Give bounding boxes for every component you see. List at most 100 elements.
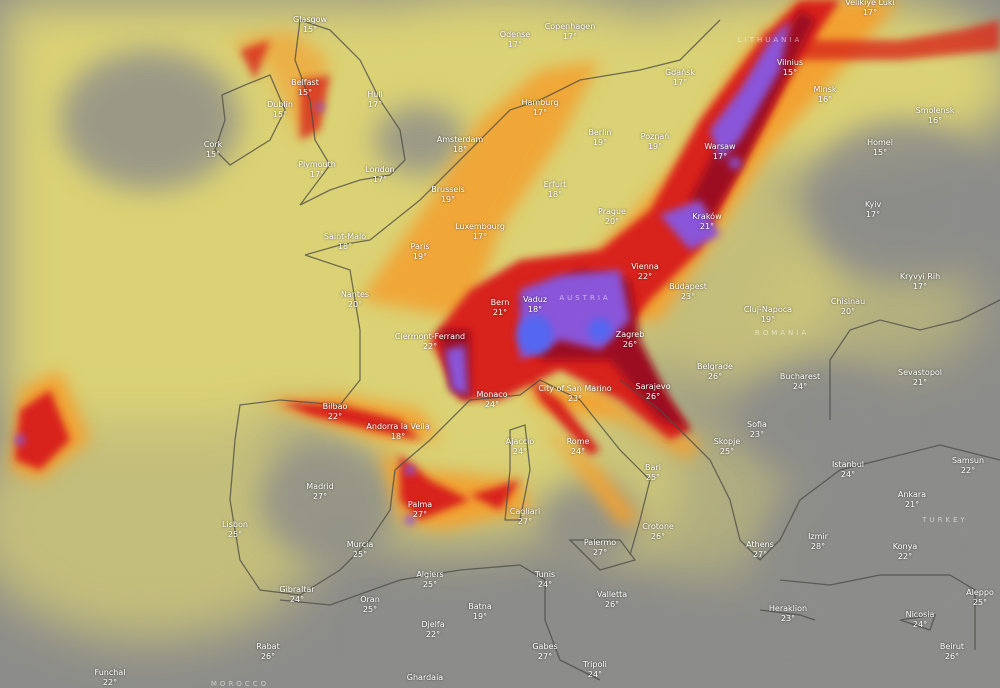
city-temperature: 20° [347, 300, 363, 309]
city-label[interactable]: Velikiye Luki 17° [845, 0, 895, 18]
city-label[interactable]: Monaco 24° [476, 390, 507, 410]
city-temperature: 22° [422, 342, 438, 351]
city-label[interactable]: Erfurt 18° [544, 180, 567, 200]
city-label[interactable]: Bucharest 24° [780, 372, 820, 392]
city-label[interactable]: Gdańsk 17° [665, 68, 695, 88]
city-name: Sofia [747, 420, 767, 429]
city-label[interactable]: Copenhagen 17° [545, 22, 596, 42]
city-label[interactable]: Konya 22° [893, 542, 917, 562]
city-label[interactable]: Istanbul 24° [832, 460, 864, 480]
city-label[interactable]: Belgrade 26° [697, 362, 733, 382]
city-label[interactable]: Brussels 19° [431, 185, 465, 205]
city-label[interactable]: Ghardaia [407, 673, 443, 683]
city-label[interactable]: Gabes 27° [532, 642, 557, 662]
city-temperature: 18° [390, 432, 406, 441]
city-name: Ankara [897, 490, 927, 499]
city-label[interactable]: Sevastopol 21° [898, 368, 942, 388]
city-label[interactable]: Batna 19° [468, 602, 492, 622]
city-label[interactable]: Saint-Malo 18° [324, 232, 366, 252]
city-label[interactable]: Dublin 15° [267, 100, 293, 120]
city-name: Murcia [346, 540, 374, 549]
city-label[interactable]: Valletta 26° [597, 590, 627, 610]
city-label[interactable]: Amsterdam 18° [437, 135, 483, 155]
city-label[interactable]: Lisbon 25° [222, 520, 248, 540]
city-label[interactable]: Nicosia 24° [906, 610, 935, 630]
city-label[interactable]: Tripoli 24° [583, 660, 607, 680]
city-label[interactable]: Vienna 22° [631, 262, 658, 282]
city-label[interactable]: Palermo 27° [584, 538, 616, 558]
city-label[interactable]: Kyiv 17° [865, 200, 881, 220]
city-temperature: 26° [260, 652, 276, 661]
city-label[interactable]: Murcia 25° [347, 540, 374, 560]
city-label[interactable]: Glasgow 15° [293, 15, 327, 35]
city-label[interactable]: Andorra la Vella 18° [366, 422, 429, 442]
city-label[interactable]: Kraków 21° [692, 212, 721, 232]
city-label[interactable]: City of San Marino 23° [538, 384, 611, 404]
city-name: Poznań [640, 132, 670, 141]
city-label[interactable]: Luxembourg 17° [455, 222, 505, 242]
city-temperature: 17° [472, 232, 488, 241]
city-temperature: 19° [412, 252, 428, 261]
city-label[interactable]: Hamburg 17° [521, 98, 558, 118]
city-name: Zagreb [615, 330, 645, 339]
city-label[interactable]: Skopje 25° [714, 437, 741, 457]
city-label[interactable]: Smolensk 16° [916, 106, 955, 126]
city-temperature: 27° [412, 510, 428, 519]
city-label[interactable]: Djelfa 22° [421, 620, 444, 640]
city-label[interactable]: Nantes 20° [341, 290, 369, 310]
city-label[interactable]: Ajaccio 24° [506, 437, 535, 457]
city-label[interactable]: Homel 15° [867, 138, 893, 158]
city-label[interactable]: Belfast 15° [291, 78, 319, 98]
city-label[interactable]: Sarajevo 26° [636, 382, 671, 402]
city-label[interactable]: Odense 17° [500, 30, 530, 50]
city-name: Gabes [532, 642, 558, 651]
city-label[interactable]: Bern 21° [491, 298, 510, 318]
city-label[interactable]: Heraklion 23° [769, 604, 807, 624]
city-label[interactable]: Oran 25° [360, 595, 380, 615]
city-label[interactable]: Hull 17° [367, 90, 383, 110]
city-label[interactable]: Clermont-Ferrand 22° [395, 332, 465, 352]
city-label[interactable]: Funchal 22° [95, 668, 126, 688]
city-label[interactable]: Algiers 25° [416, 570, 443, 590]
city-label[interactable]: Plymouth 17° [298, 160, 336, 180]
city-label[interactable]: Madrid 27° [306, 482, 333, 502]
city-label[interactable]: Aleppo 25° [966, 588, 994, 608]
city-label[interactable]: Cluj-Napoca 19° [744, 305, 792, 325]
city-temperature: 24° [537, 580, 553, 589]
city-label[interactable]: Gibraltar 24° [279, 585, 314, 605]
city-label[interactable]: Cagliari 27° [510, 507, 540, 527]
city-label[interactable]: Kryvyi Rih 17° [900, 272, 940, 292]
city-label[interactable]: London 17° [365, 165, 394, 185]
city-name: Tripoli [583, 660, 607, 669]
city-label[interactable]: Minsk 16° [814, 85, 837, 105]
city-label[interactable]: Paris 19° [410, 242, 429, 262]
city-label[interactable]: Zagreb 26° [616, 330, 645, 350]
city-label[interactable]: Rome 24° [567, 437, 590, 457]
city-label[interactable]: Beirut 26° [940, 642, 964, 662]
city-label[interactable]: Berlin 19° [588, 128, 611, 148]
city-label[interactable]: Budapest 23° [669, 282, 707, 302]
city-label[interactable]: Athens 27° [746, 540, 774, 560]
city-temperature: 19° [647, 142, 663, 151]
city-label[interactable]: Poznań 19° [641, 132, 670, 152]
city-label[interactable]: Vaduz 18° [523, 295, 547, 315]
city-label[interactable]: Vilnius 15° [777, 58, 803, 78]
city-label[interactable]: Warsaw 17° [704, 142, 735, 162]
city-label[interactable]: Cork 15° [204, 140, 222, 160]
city-temperature: 27° [752, 550, 768, 559]
city-label[interactable]: Samsun 22° [952, 456, 984, 476]
city-label[interactable]: Izmir 28° [808, 532, 828, 552]
city-label[interactable]: Chisinau 20° [831, 297, 865, 317]
city-label[interactable]: Sofia 23° [747, 420, 767, 440]
city-name: Smolensk [915, 106, 955, 115]
city-label[interactable]: Palma 27° [408, 500, 432, 520]
city-label[interactable]: Tunis 24° [535, 570, 555, 590]
city-label[interactable]: Ankara 21° [898, 490, 926, 510]
city-label[interactable]: Bilbao 22° [323, 402, 348, 422]
city-label[interactable]: Crotone 26° [642, 522, 674, 542]
city-label[interactable]: Bari 25° [645, 463, 661, 483]
city-label[interactable]: Prague 20° [598, 207, 626, 227]
city-label[interactable]: Rabat 26° [256, 642, 279, 662]
